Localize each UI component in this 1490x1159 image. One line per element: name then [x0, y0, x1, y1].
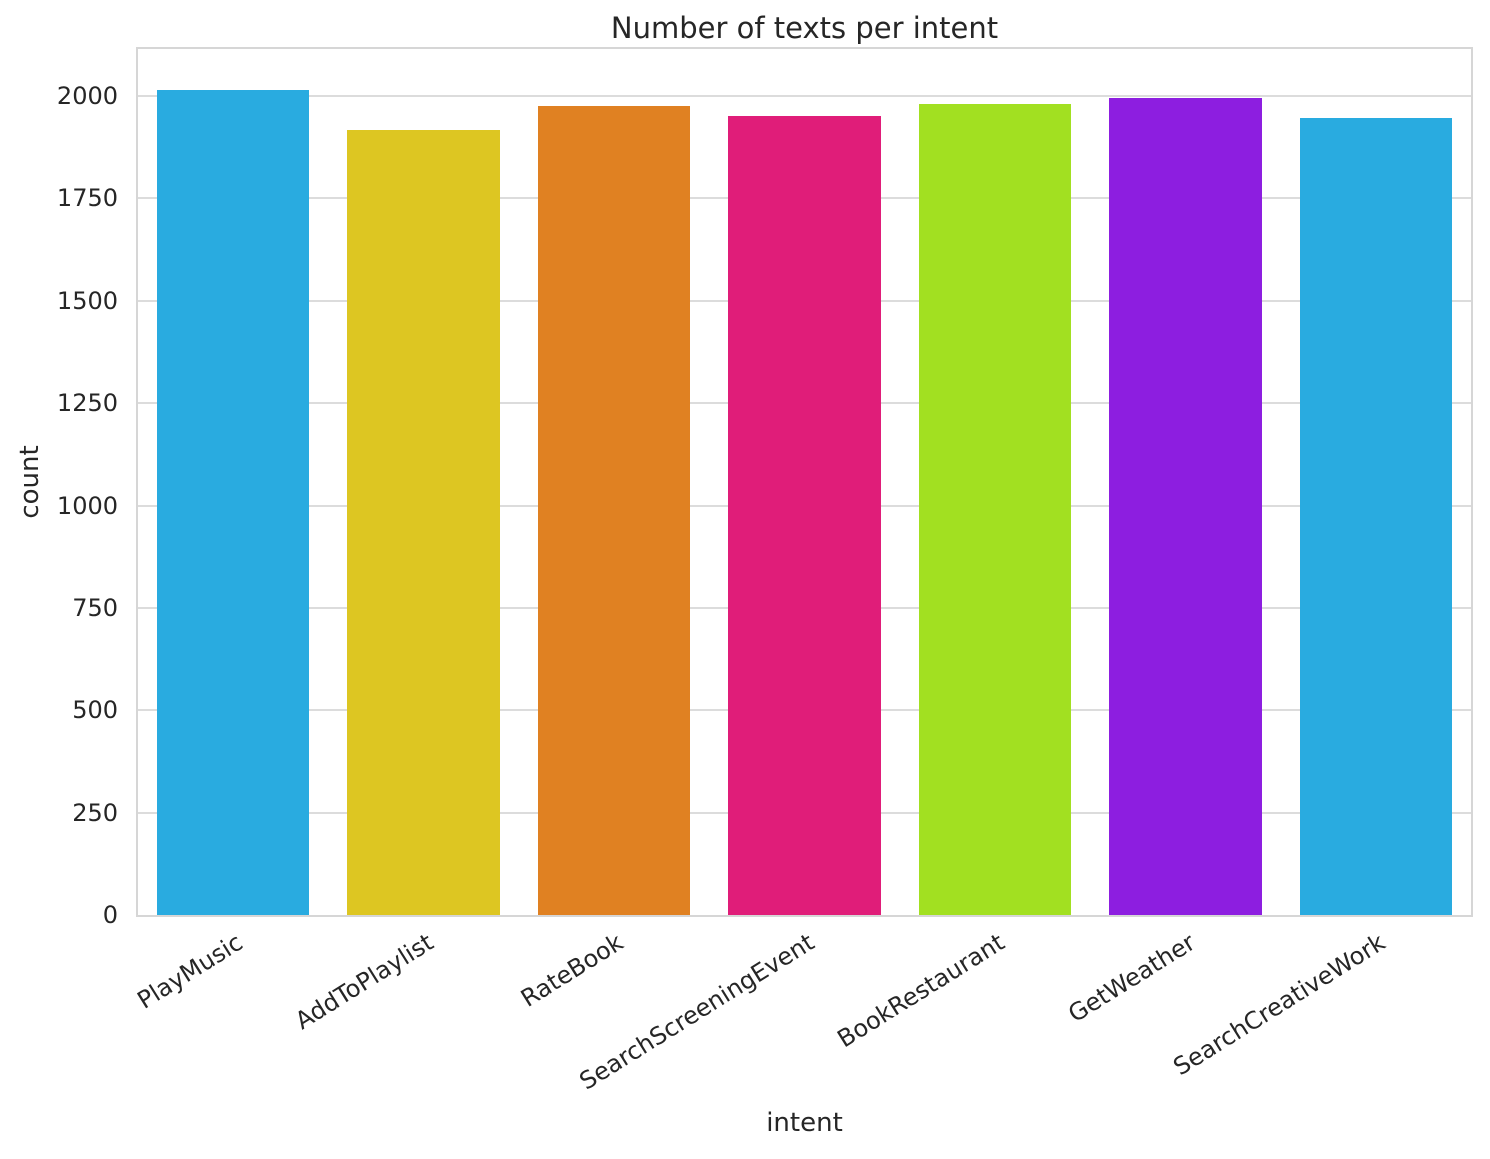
chart-title: Number of texts per intent	[610, 11, 999, 45]
x-tick-label-GetWeather: GetWeather	[1062, 928, 1200, 1029]
x-tick-label-AddToPlaylist: AddToPlaylist	[289, 928, 438, 1036]
y-tick-label: 1000	[56, 491, 118, 520]
bar-SearchCreativeWork	[1299, 117, 1452, 915]
y-tick-label: 1250	[56, 389, 118, 418]
y-tick-label: 750	[72, 593, 118, 622]
bar-GetWeather	[1109, 97, 1262, 915]
y-tick-label: 1750	[56, 184, 118, 213]
y-tick-label: 0	[102, 901, 118, 929]
bar-RateBook	[537, 105, 691, 915]
y-tick-label: 2000	[56, 82, 118, 111]
x-tick-label-BookRestaurant: BookRestaurant	[832, 928, 1010, 1054]
gridline-y-2000	[138, 95, 1471, 98]
x-tick-label-RateBook: RateBook	[516, 928, 629, 1013]
plot-area	[136, 47, 1473, 917]
x-tick-label-PlayMusic: PlayMusic	[132, 928, 248, 1015]
bars-layer	[138, 49, 1471, 915]
bar-PlayMusic	[157, 90, 310, 915]
x-tick-label-SearchCreativeWork: SearchCreativeWork	[1168, 928, 1391, 1082]
x-axis-label: intent	[766, 1108, 843, 1138]
y-axis-tick-labels: 0 250 500 750 1000 1250 1500 1750 2000	[0, 0, 118, 1159]
bar-AddToPlaylist	[347, 129, 500, 915]
bar-BookRestaurant	[918, 103, 1072, 915]
y-tick-label: 250	[72, 798, 118, 827]
bar-SearchScreeningEvent	[728, 115, 881, 915]
y-tick-label: 500	[72, 696, 118, 725]
y-tick-label: 1500	[56, 286, 118, 315]
